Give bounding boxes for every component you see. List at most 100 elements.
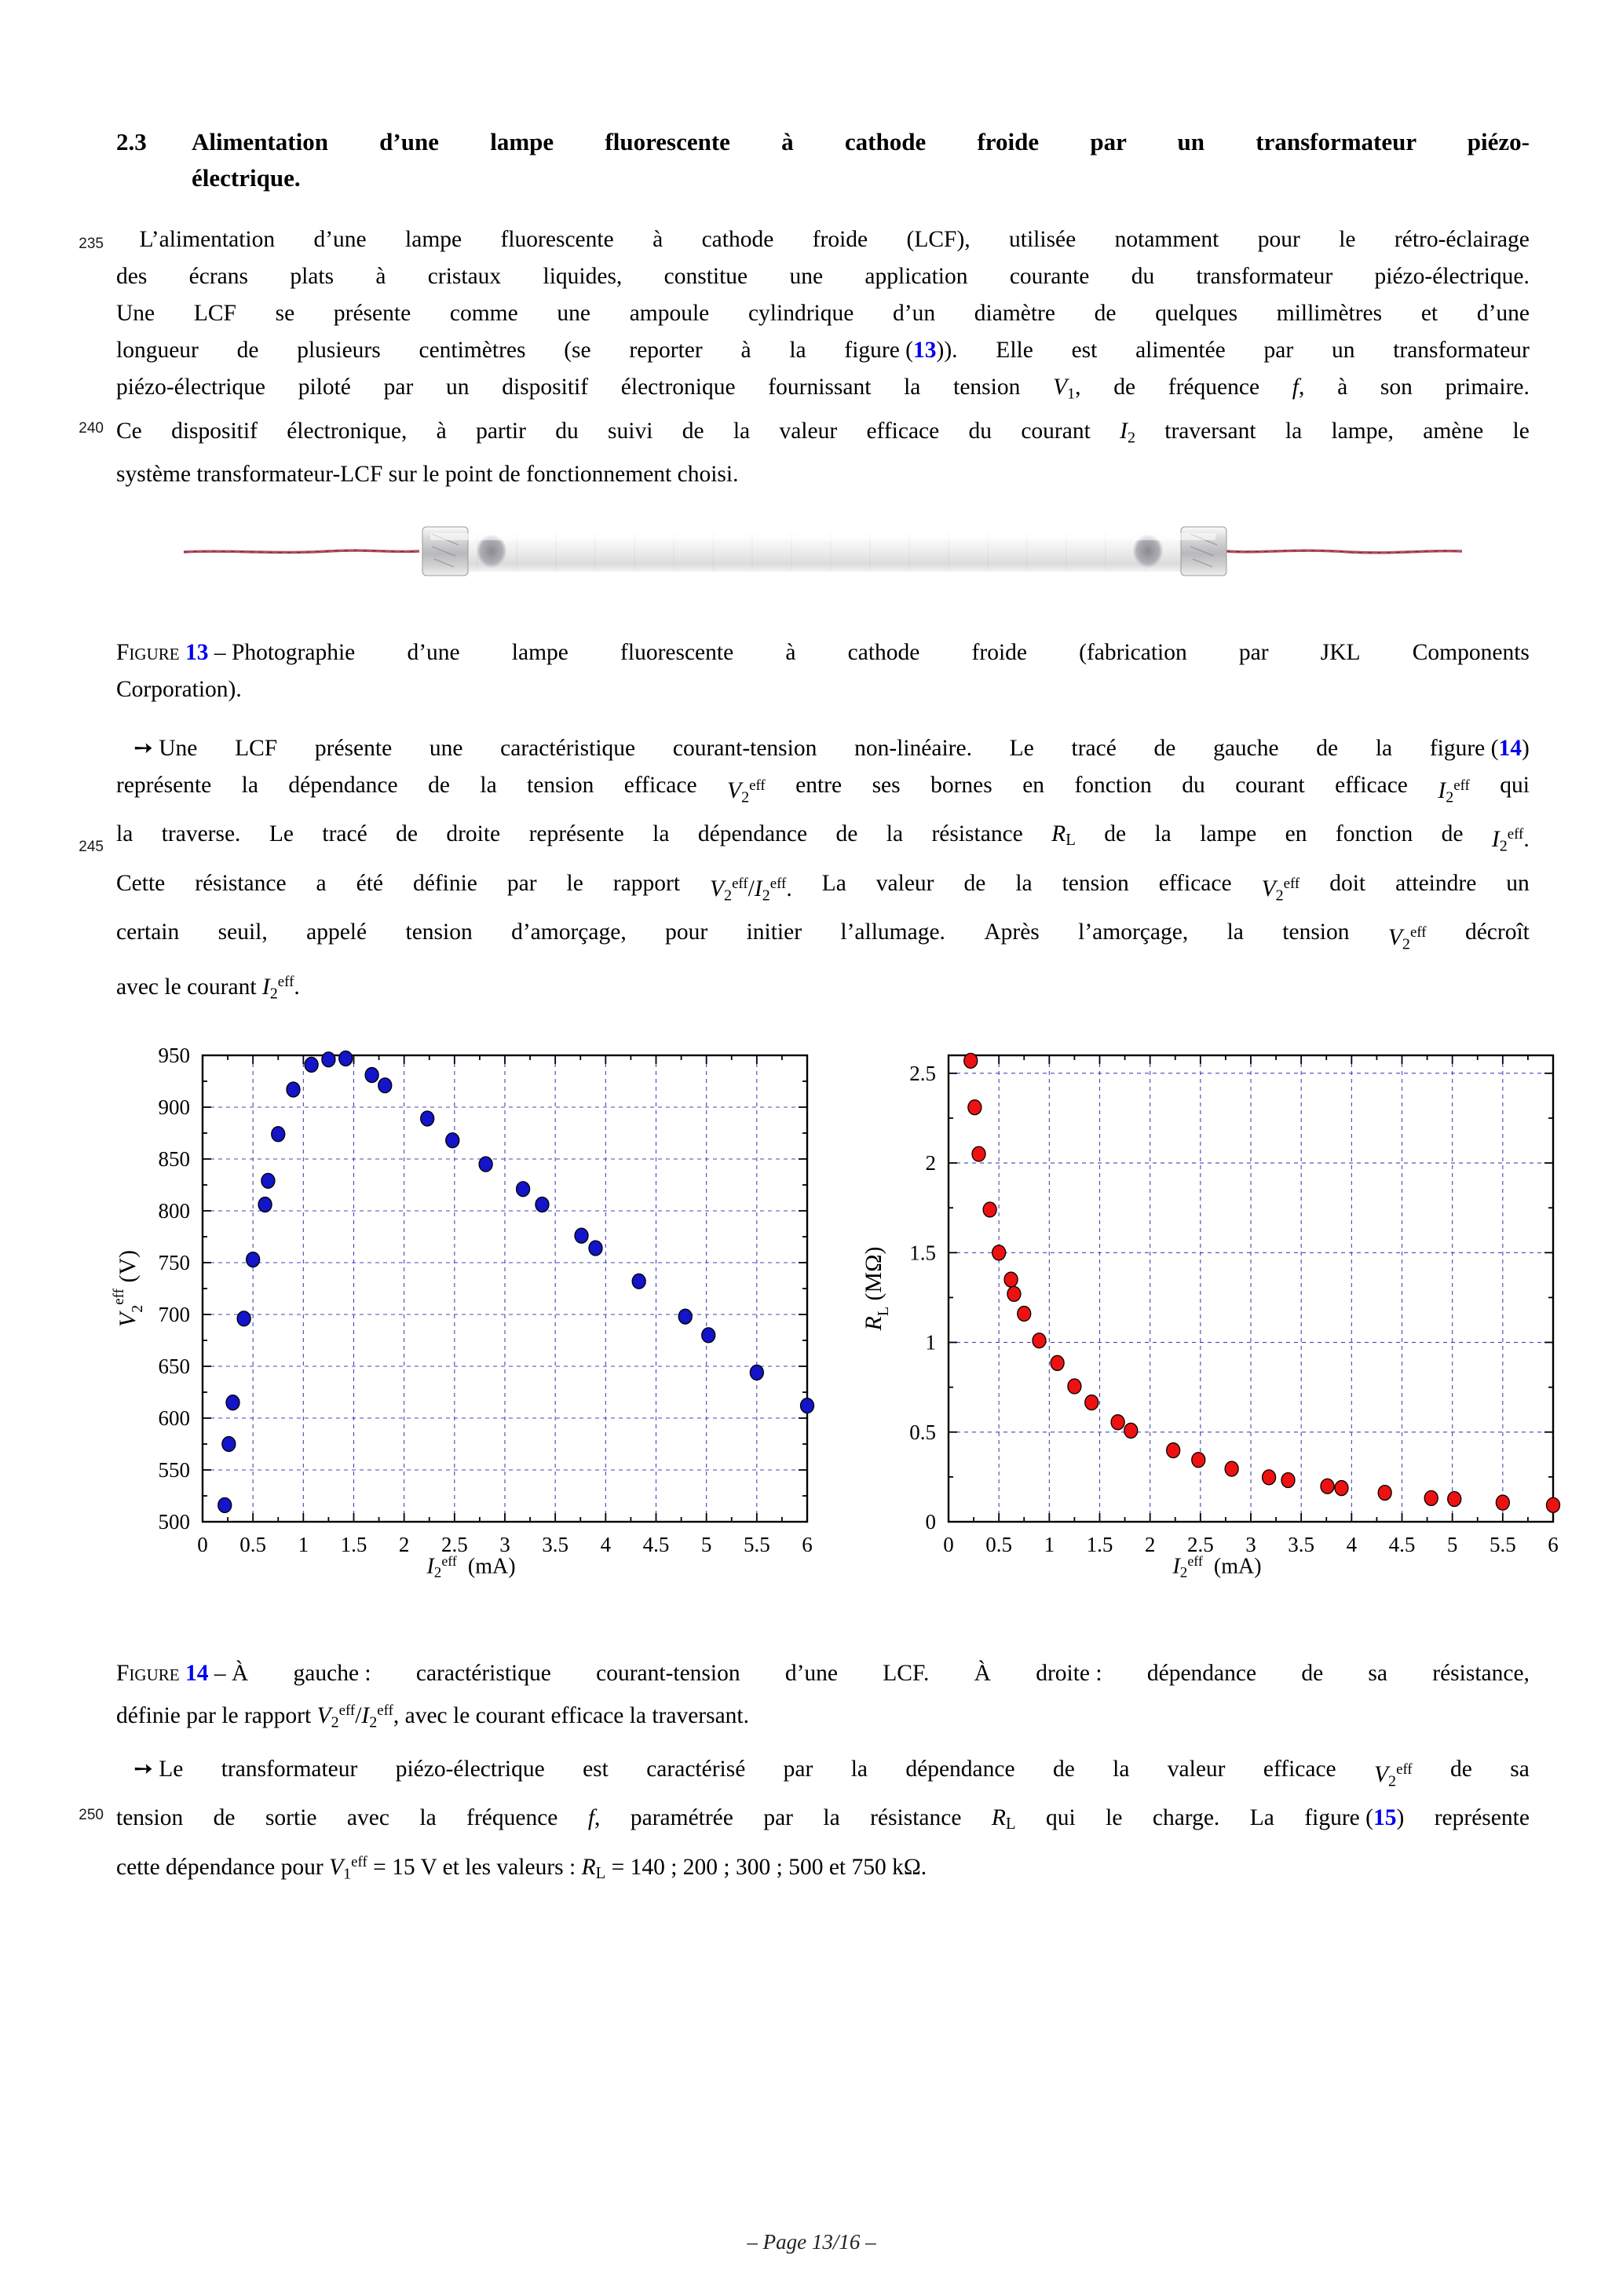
svg-text:RL (MΩ): RL (MΩ) [861,1247,892,1332]
svg-text:2.5: 2.5 [441,1533,468,1556]
paragraph-3-line-1: ➙ Le transformateur piézo-électrique est car… [133,1757,1530,1790]
page-footer: – Page 13/16 – [747,2230,876,2254]
svg-text:2.5: 2.5 [1187,1533,1214,1556]
svg-text:4.5: 4.5 [643,1533,670,1556]
line-number-240: 240 [79,420,104,437]
paragraph-1-line-1: L’alimentation d’une lampe fluorescente à cat… [116,227,1530,252]
line-number-245: 245 [79,839,104,855]
svg-text:550: 550 [159,1458,191,1482]
lamp-electrode-left [477,535,506,568]
svg-text:900: 900 [159,1095,191,1119]
paragraph-1-line-7: système transformateur-LCF sur le point … [116,462,739,488]
paragraph-1-line-4: longueur de plusieurs centimètres (se reporte… [116,338,1530,363]
chart-right-svg: 0 0.5 1 1.5 2 2.5 3 3.5 4 4.5 5 5.5 6 0 0.5 1 1.5 2 2.5 RL … [861,1052,1561,1556]
paragraph-1-line-2: des écrans plats à cristaux liquides, constitu… [116,264,1530,289]
paragraph-1-line-5: piézo-électrique piloté par un dispositif éle… [116,375,1530,403]
svg-text:3: 3 [499,1533,510,1556]
svg-text:1: 1 [298,1533,309,1556]
svg-text:650: 650 [159,1355,191,1378]
figure-14-dash: – [214,1661,226,1686]
figure-ref-15[interactable]: 15 [1373,1805,1397,1831]
cold-cathode-lamp-photo [183,526,1463,576]
svg-text:0: 0 [943,1533,954,1556]
svg-text:700: 700 [159,1303,191,1326]
svg-text:2: 2 [926,1151,937,1175]
p3-l3c: = 140 ; 200 ; 300 ; 500 et 750 kΩ. [605,1854,927,1880]
section-title-line2: électrique. [192,164,301,192]
svg-text:500: 500 [159,1510,191,1534]
svg-text:5: 5 [701,1533,712,1556]
figure-13-dash: – [214,640,226,665]
chart-left-voltage-current: 0 0.5 1 1.5 2 2.5 3 3.5 4 4.5 5 5.5 6 500 550 600 650 700… [110,1044,856,1641]
svg-text:850: 850 [159,1147,191,1171]
svg-text:0.5: 0.5 [909,1420,936,1444]
figure-13-caption-line-1: Figure 13 – Photographie d’une lampe fluore… [116,640,1530,665]
svg-text:V2eff (V): V2eff (V) [111,1250,146,1327]
paragraph-2-line-4: Cette résistance a été définie par le rapport V2… [116,870,1530,905]
paragraph-2: ➙ Une LCF présente une caractéristique couran… [116,730,1530,1012]
chart-right-resistance-current: 0 0.5 1 1.5 2 2.5 3 3.5 4 4.5 5 5.5 6 0 0.5 1 1.5 2 2.5 RL … [856,1044,1602,1641]
svg-text:1: 1 [926,1331,937,1355]
paragraph-1-line-6: Ce dispositif électronique, à partir du suivi d… [116,418,1530,447]
figure-13-image [116,518,1530,589]
svg-text:1.5: 1.5 [909,1241,936,1264]
figure-13-number[interactable]: 13 [185,640,209,665]
lamp-glass-tube [429,531,1217,572]
svg-text:950: 950 [159,1044,191,1067]
svg-text:0: 0 [926,1510,937,1534]
section-heading: 2.3 Alimentation d’une lampe fluorescent… [116,124,1530,196]
paragraph-2-line-1: ➙ Une LCF présente une caractéristique couran… [133,736,1530,761]
lamp-electrode-right [1133,535,1163,568]
svg-text:1.5: 1.5 [341,1533,367,1556]
section-heading-line1: 2.3 Alimentation d’une lampe fluorescent… [116,124,1530,160]
svg-text:4: 4 [601,1533,612,1556]
svg-text:0.5: 0.5 [985,1533,1012,1556]
svg-text:6: 6 [802,1533,813,1556]
svg-text:3: 3 [1245,1533,1256,1556]
svg-text:3.5: 3.5 [1288,1533,1314,1556]
figure-13-label: Figure [116,640,180,665]
figure-14-charts: 0 0.5 1 1.5 2 2.5 3 3.5 4 4.5 5 5.5 6 500 550 600 650 700… [94,1044,1586,1641]
chart-left-xlabel: I2eff (mA) [426,1553,516,1581]
figure-13-caption: Figure 13 – Photographie d’une lampe fluore… [116,634,1530,708]
figure-14-caption-line-2: définie par le rapport V2eff/I2eff, avec… [116,1702,750,1731]
figure-14-number[interactable]: 14 [185,1661,209,1686]
section-number: 2.3 [116,128,147,155]
figure-ref-14[interactable]: 14 [1498,736,1522,761]
svg-text:800: 800 [159,1199,191,1223]
svg-text:1.5: 1.5 [1087,1533,1113,1556]
paragraph-2-line-3: la traverse. Le tracé de droite représente la dé… [116,821,1530,855]
arrow-icon-2: ➙ [133,1757,153,1782]
fig14-cap2b: , avec le courant efficace la traversant… [393,1702,750,1728]
svg-text:5: 5 [1447,1533,1458,1556]
svg-text:600: 600 [159,1406,191,1430]
paragraph-3-line-3: cette dépendance pour V1eff = 15 V et le… [116,1853,927,1882]
figure-ref-13[interactable]: 13 [913,338,937,363]
paragraph-3-line-2: tension de sortie avec la fréquence f, paramétr… [116,1805,1530,1834]
p3-l3a: cette dépendance pour [116,1854,330,1880]
paragraph-3: ➙ Le transformateur piézo-électrique est car… [116,1751,1530,1892]
arrow-icon: ➙ [133,736,153,761]
line-number-250: 250 [79,1807,104,1823]
fig14-cap2a: définie par le rapport [116,1702,317,1728]
svg-text:5.5: 5.5 [744,1533,770,1556]
paragraph-2-line-6: avec le courant I2eff. [116,973,300,1003]
chart-right-xlabel: I2eff (mA) [1172,1553,1262,1581]
svg-text:2.5: 2.5 [909,1062,936,1085]
svg-text:2: 2 [1145,1533,1156,1556]
svg-text:5.5: 5.5 [1490,1533,1516,1556]
figure-14-label: Figure [116,1661,180,1686]
svg-text:4: 4 [1347,1533,1358,1556]
paragraph-1-line-3: Une LCF se présente comme une ampoule cylindriq… [116,301,1530,326]
paragraph-1: L’alimentation d’une lampe fluorescente à cat… [116,221,1530,493]
svg-text:0.5: 0.5 [239,1533,266,1556]
line-number-235: 235 [79,236,104,252]
paragraph-2-line-5: certain seuil, appelé tension d’amorçage, pou… [116,919,1530,953]
figure-13-caption-line-2: Corporation). [116,677,242,702]
chart-left-svg: 0 0.5 1 1.5 2 2.5 3 3.5 4 4.5 5 5.5 6 500 550 600 650 700… [111,1044,815,1556]
svg-text:3.5: 3.5 [542,1533,568,1556]
p3-l3b: = 15 V et les valeurs : [367,1854,582,1880]
